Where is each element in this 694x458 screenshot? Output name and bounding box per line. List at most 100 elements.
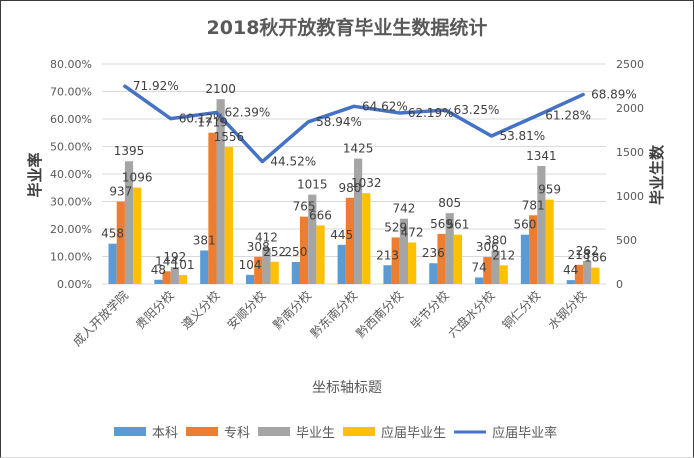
- bar-毕业生: [537, 165, 546, 284]
- bar-应届毕业生: [133, 187, 142, 284]
- x-category-label: 黔南分校: [270, 288, 315, 333]
- line-point: [352, 104, 356, 108]
- legend-item: 专科: [186, 426, 250, 441]
- x-category-label: 贵阳分校: [132, 288, 177, 333]
- bar-data-label: 458: [101, 227, 124, 241]
- bar-本科: [475, 277, 484, 284]
- bar-data-label: 74: [472, 260, 487, 274]
- legend-item: 应届毕业率: [454, 425, 557, 441]
- legend-swatch: [343, 427, 376, 436]
- left-tick-label: 20.00%: [50, 223, 92, 236]
- bar-data-label: 412: [255, 231, 278, 245]
- bar-本科: [154, 279, 163, 284]
- bar-data-label: 765: [293, 200, 316, 214]
- bar-毕业生: [170, 267, 179, 284]
- x-category-label: 毕节分校: [407, 288, 452, 333]
- bar-应届毕业生: [453, 234, 463, 284]
- legend: 本科 专科 毕业生 应届毕业生 应届毕业率: [114, 425, 557, 441]
- bar-data-label: 144: [155, 254, 178, 268]
- right-tick-label: 1000: [616, 190, 644, 203]
- bar-应届毕业生: [545, 199, 554, 284]
- bar-毕业生: [445, 213, 454, 284]
- bar-data-label: 445: [330, 228, 353, 242]
- right-tick-label: 2000: [616, 102, 644, 115]
- right-axis-title: 毕业生数: [648, 144, 666, 205]
- bar-data-label: 48: [151, 263, 166, 277]
- bar-本科: [566, 280, 575, 284]
- line-series: [123, 84, 585, 164]
- legend-swatch: [114, 427, 146, 436]
- right-axis-ticks: 0 500 1000 1500 2000 2500: [616, 58, 644, 291]
- line-point: [489, 134, 493, 138]
- bar-毕业生: [262, 247, 271, 284]
- x-category-label: 黔东南分校: [307, 288, 360, 341]
- line-data-label: 62.19%: [408, 106, 454, 120]
- x-category-label: 六盘水分校: [445, 288, 498, 341]
- line-point: [535, 113, 539, 117]
- x-category-label: 铜仁分校: [499, 288, 544, 333]
- bar-data-label: 1395: [114, 144, 145, 158]
- bar-应届毕业生: [408, 242, 417, 284]
- line-point: [260, 160, 264, 164]
- left-tick-label: 70.00%: [50, 86, 92, 99]
- bar-毕业生: [491, 250, 500, 284]
- bar-data-label: 742: [392, 202, 415, 216]
- legend-label: 毕业生: [296, 426, 335, 441]
- bar-data-label: 252: [263, 245, 286, 259]
- right-tick-label: 0: [616, 278, 623, 291]
- legend-item: 应届毕业生: [343, 425, 446, 441]
- bar-本科: [337, 244, 346, 284]
- bar-本科: [291, 262, 300, 284]
- bar-应届毕业生: [270, 261, 279, 284]
- legend-label: 专科: [224, 426, 250, 441]
- line-data-label: 60.12%: [179, 112, 225, 126]
- bar-应届毕业生: [499, 265, 508, 284]
- bar-专科: [437, 233, 446, 284]
- bar-data-label: 561: [446, 218, 469, 232]
- bar-本科: [383, 265, 392, 284]
- line-point: [123, 84, 127, 88]
- legend-label: 应届毕业生: [381, 425, 446, 441]
- left-tick-label: 10.00%: [50, 251, 92, 264]
- line-data-label: 68.89%: [591, 88, 637, 102]
- legend-label: 本科: [152, 426, 178, 441]
- bar-data-label: 1341: [526, 149, 557, 163]
- line-point: [306, 120, 310, 124]
- bar-应届毕业生: [362, 193, 371, 284]
- right-tick-label: 1500: [616, 146, 644, 159]
- bar-专科: [254, 256, 263, 284]
- right-tick-label: 500: [616, 234, 637, 247]
- bar-毕业生: [399, 218, 409, 284]
- line-point: [169, 117, 173, 121]
- bar-data-label: 186: [584, 251, 607, 265]
- bar-本科: [520, 234, 530, 284]
- legend-swatch: [258, 427, 291, 436]
- x-category-label: 水钢分校: [545, 288, 590, 333]
- bar-data-label: 213: [376, 248, 399, 262]
- x-category-label: 黔西南分校: [353, 288, 406, 341]
- right-tick-label: 2500: [616, 58, 644, 71]
- line-data-label: 44.52%: [270, 155, 316, 169]
- bar-应届毕业生: [316, 225, 325, 284]
- bar-data-label: 1015: [297, 178, 328, 192]
- left-tick-label: 30.00%: [50, 196, 92, 209]
- bar-data-label: 959: [538, 183, 561, 197]
- left-axis-title: 毕业率: [26, 152, 44, 197]
- bar-data-label: 236: [422, 246, 445, 260]
- bar-data-label: 192: [163, 250, 186, 264]
- legend-swatch: [186, 427, 219, 436]
- bar-data-label: 308: [247, 240, 270, 254]
- bar-data-label: 101: [172, 258, 195, 272]
- bar-data-label: 380: [484, 234, 507, 248]
- bar-专科: [116, 201, 125, 284]
- legend-item: 毕业生: [258, 426, 335, 441]
- bar-专科: [162, 271, 171, 284]
- bar-专科: [483, 257, 492, 284]
- left-axis-ticks: 0.00% 10.00% 20.00% 30.00% 40.00% 50.00% 60.00…: [50, 58, 92, 291]
- bar-应届毕业生: [178, 275, 188, 284]
- bar-专科: [391, 237, 400, 284]
- x-category-label: 遵义分校: [178, 288, 223, 333]
- bar-data-label: 1425: [343, 142, 374, 156]
